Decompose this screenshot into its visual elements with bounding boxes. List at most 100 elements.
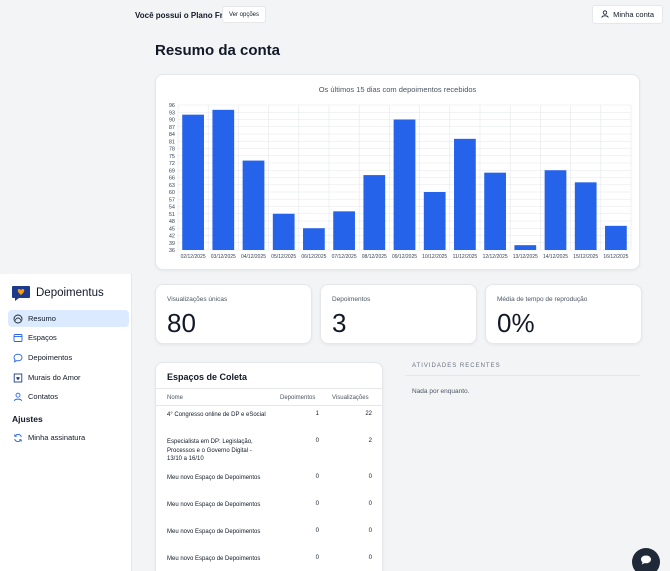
sidebar-item-label: Depoimentos xyxy=(28,353,73,362)
bar[interactable] xyxy=(514,245,537,250)
account-button[interactable]: Minha conta xyxy=(592,5,663,24)
plan-status-text: Você possui o Plano Free xyxy=(135,11,232,20)
dashboard-icon xyxy=(13,314,23,324)
x-tick-label: 11/12/2025 xyxy=(453,254,478,260)
y-tick-label: 93 xyxy=(169,110,175,116)
testimonials-count: 0 xyxy=(315,555,319,561)
testimonials-count: 0 xyxy=(315,474,319,480)
views-count: 0 xyxy=(368,501,372,507)
stat-value: 3 xyxy=(332,308,347,338)
bar[interactable] xyxy=(272,213,295,250)
support-chat-button[interactable] xyxy=(632,548,660,571)
sidebar-item-minha-assinatura[interactable]: Minha assinatura xyxy=(8,429,129,446)
y-tick-label: 36 xyxy=(169,248,175,254)
testimonials-count: 0 xyxy=(315,438,319,444)
y-tick-label: 57 xyxy=(169,197,175,203)
y-tick-label: 81 xyxy=(169,139,175,145)
spaces-title: Espaços de Coleta xyxy=(167,372,248,382)
y-tick-label: 78 xyxy=(169,147,175,153)
x-tick-label: 02/12/2025 xyxy=(181,254,206,260)
stat-label: Visualizações únicas xyxy=(167,296,228,303)
views-count: 0 xyxy=(368,555,372,561)
bar[interactable] xyxy=(605,225,627,250)
views-count: 2 xyxy=(368,438,372,444)
bar[interactable] xyxy=(454,138,476,250)
chat-bubble-icon xyxy=(13,353,23,363)
testimonials-count: 1 xyxy=(315,411,319,417)
y-tick-label: 45 xyxy=(169,226,175,232)
space-name: Meu novo Espaço de Depoimentos xyxy=(167,502,261,508)
stat-value: 0% xyxy=(497,308,535,338)
x-tick-label: 05/12/2025 xyxy=(271,254,296,260)
y-tick-label: 66 xyxy=(169,176,175,182)
sidebar-item-contatos[interactable]: Contatos xyxy=(8,388,129,405)
x-tick-label: 07/12/2025 xyxy=(332,254,357,260)
stat-card-playback-time: Média de tempo de reprodução 0% xyxy=(485,284,642,344)
space-name: Meu novo Espaço de Depoimentos xyxy=(167,475,261,481)
top-bar: Você possui o Plano Free Ver opções Minh… xyxy=(0,0,670,30)
brand[interactable]: Depoimentus xyxy=(11,284,104,302)
x-tick-label: 10/12/2025 xyxy=(422,254,447,260)
space-name: 4° Congresso online de DP e eSocial xyxy=(167,412,266,418)
x-tick-label: 15/12/2025 xyxy=(573,254,598,260)
bar[interactable] xyxy=(423,192,446,250)
bar[interactable] xyxy=(393,119,416,251)
settings-section-heading: Ajustes xyxy=(12,414,43,424)
sidebar-item-label: Contatos xyxy=(28,392,59,401)
x-tick-label: 14/12/2025 xyxy=(543,254,568,260)
sidebar-item-resumo[interactable]: Resumo xyxy=(8,310,129,327)
x-tick-label: 08/12/2025 xyxy=(362,254,387,260)
sidebar-item-label: Murais do Amor xyxy=(28,373,81,382)
x-tick-label: 04/12/2025 xyxy=(241,254,266,260)
y-tick-label: 84 xyxy=(169,132,175,138)
y-tick-label: 39 xyxy=(169,241,175,247)
x-tick-label: 06/12/2025 xyxy=(301,254,326,260)
stat-card-unique-views: Visualizações únicas 80 xyxy=(155,284,312,344)
y-tick-label: 63 xyxy=(169,183,175,189)
sidebar-item-label: Minha assinatura xyxy=(28,433,86,442)
views-count: 22 xyxy=(365,411,372,417)
stat-label: Média de tempo de reprodução xyxy=(497,296,588,303)
y-tick-label: 51 xyxy=(169,212,175,218)
window-icon xyxy=(13,333,23,343)
testimonials-count: 0 xyxy=(315,501,319,507)
bar[interactable] xyxy=(182,114,204,250)
x-tick-label: 12/12/2025 xyxy=(483,254,508,260)
recent-activity-empty: Nada por enquanto. xyxy=(412,388,470,395)
y-tick-label: 69 xyxy=(169,168,175,174)
view-plans-button[interactable]: Ver opções xyxy=(222,6,267,23)
heart-frame-icon xyxy=(13,373,23,383)
chat-icon xyxy=(640,553,652,571)
bar[interactable] xyxy=(333,211,355,250)
bar[interactable] xyxy=(212,109,235,250)
bar[interactable] xyxy=(574,182,597,250)
sidebar: Depoimentus Resumo Espaços Depoimentos M… xyxy=(0,274,132,571)
y-tick-label: 75 xyxy=(169,154,175,160)
space-name: Meu novo Espaço de Depoimentos xyxy=(167,556,261,562)
y-tick-label: 54 xyxy=(169,205,175,211)
brand-logo-icon xyxy=(11,284,31,302)
bar[interactable] xyxy=(484,172,506,250)
space-name: Especialista em DP: Legislação, Processo… xyxy=(167,439,253,462)
sidebar-item-label: Resumo xyxy=(28,314,56,323)
x-tick-label: 09/12/2025 xyxy=(392,254,417,260)
bar[interactable] xyxy=(363,175,386,250)
column-header-name: Nome xyxy=(167,395,184,401)
column-header-views: Visualizações xyxy=(332,395,369,401)
divider xyxy=(405,375,640,376)
sidebar-item-label: Espaços xyxy=(28,333,57,342)
refresh-icon xyxy=(13,433,23,443)
y-tick-label: 48 xyxy=(169,219,175,225)
testimonials-count: 0 xyxy=(315,528,319,534)
user-icon xyxy=(13,392,23,402)
bar[interactable] xyxy=(544,170,567,250)
bar[interactable] xyxy=(242,160,265,250)
y-tick-label: 90 xyxy=(169,118,175,124)
chart-card: Os últimos 15 dias com depoimentos receb… xyxy=(155,74,640,270)
y-tick-label: 72 xyxy=(169,161,175,167)
sidebar-item-depoimentos[interactable]: Depoimentos xyxy=(8,349,129,366)
sidebar-item-espacos[interactable]: Espaços xyxy=(8,329,129,346)
sidebar-item-murais[interactable]: Murais do Amor xyxy=(8,369,129,386)
bar[interactable] xyxy=(303,228,325,250)
